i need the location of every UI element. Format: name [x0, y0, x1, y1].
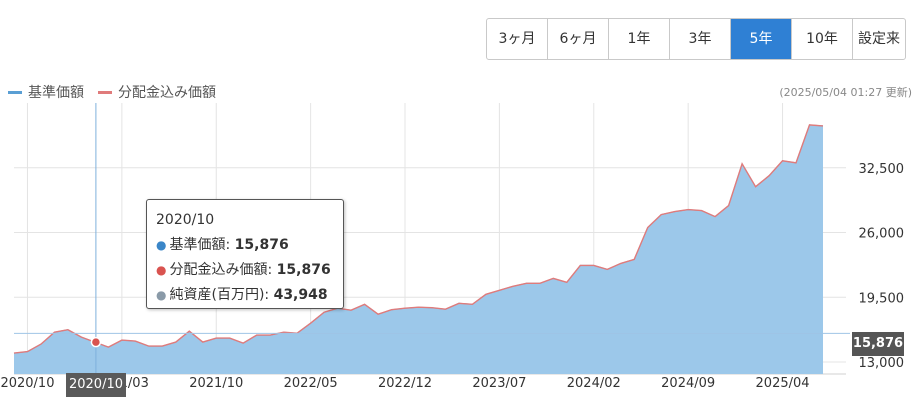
- series-line-dividend-adjusted: [13, 124, 824, 354]
- legend-label-dividend-adjusted: 分配金込み価額: [118, 85, 216, 101]
- period-button-4[interactable]: 5年: [731, 19, 792, 59]
- tooltip-value-dividend-adjusted: 15,876: [276, 262, 331, 278]
- legend-item-dividend-adjusted[interactable]: 分配金込み価額: [98, 82, 216, 102]
- tooltip-label-nav: 基準価額:: [169, 237, 231, 253]
- chart-tooltip: 2020/10 ● 基準価額: 15,876 ● 分配金込み価額: 15,876 ●…: [146, 199, 344, 309]
- legend: 基準価額 分配金込み価額: [8, 82, 216, 102]
- legend-swatch-dividend-adjusted: [98, 90, 112, 94]
- legend-label-nav: 基準価額: [28, 85, 84, 101]
- x-tick-label: 2021/10: [189, 376, 243, 391]
- tooltip-label-net-assets: 純資産(百万円):: [169, 287, 270, 303]
- period-button-1[interactable]: 6ヶ月: [548, 19, 609, 59]
- crosshair-date-label: 2020/10: [66, 373, 126, 397]
- hover-point: [90, 336, 102, 348]
- tooltip-value-net-assets: 43,948: [273, 287, 328, 303]
- series-area-nav: [14, 124, 823, 375]
- period-selector: 3ヶ月 6ヶ月 1年 3年 5年 10年 設定来: [486, 18, 906, 60]
- y-tick-label: 19,500: [859, 291, 905, 306]
- tooltip-dot-nav: ●: [156, 238, 167, 252]
- tooltip-label-dividend-adjusted: 分配金込み価額:: [169, 262, 273, 278]
- tooltip-row-net-assets: ● 純資産(百万円): 43,948: [156, 283, 334, 308]
- y-tick-label: 26,000: [859, 227, 905, 242]
- tooltip-dot-net-assets: ●: [156, 288, 167, 302]
- tooltip-dot-dividend-adjusted: ●: [156, 263, 167, 277]
- x-tick-label: 2024/02: [567, 376, 621, 391]
- period-button-6[interactable]: 設定来: [858, 31, 900, 47]
- x-tick-label: 2020/10: [0, 376, 54, 391]
- x-tick-label: 2024/09: [661, 376, 715, 391]
- period-button-5[interactable]: 10年: [792, 19, 853, 59]
- x-tick-label: 2025/04: [756, 376, 810, 391]
- updated-timestamp: (2025/05/04 01:27 更新): [779, 86, 912, 99]
- tooltip-row-nav: ● 基準価額: 15,876: [156, 233, 334, 258]
- legend-swatch-nav: [8, 90, 22, 94]
- period-button-0[interactable]: 3ヶ月: [487, 19, 548, 59]
- current-value-label: 15,876: [852, 332, 904, 356]
- x-tick-label: 2023/07: [472, 376, 526, 391]
- tooltip-row-dividend-adjusted: ● 分配金込み価額: 15,876: [156, 258, 334, 283]
- y-axis: 13,000 19,500 26,000 32,500: [859, 162, 905, 371]
- chart-plot: [13, 124, 824, 375]
- tooltip-value-nav: 15,876: [234, 237, 289, 253]
- x-tick-label: 2022/12: [378, 376, 432, 391]
- x-tick-label: 2022/05: [284, 376, 338, 391]
- y-tick-label: 32,500: [859, 162, 905, 177]
- period-button-2[interactable]: 1年: [609, 19, 670, 59]
- chart-cursor: [14, 103, 850, 374]
- legend-item-nav[interactable]: 基準価額: [8, 82, 84, 102]
- tooltip-date: 2020/10: [156, 212, 215, 228]
- period-button-3[interactable]: 3年: [670, 19, 731, 59]
- y-tick-label: 13,000: [859, 356, 905, 371]
